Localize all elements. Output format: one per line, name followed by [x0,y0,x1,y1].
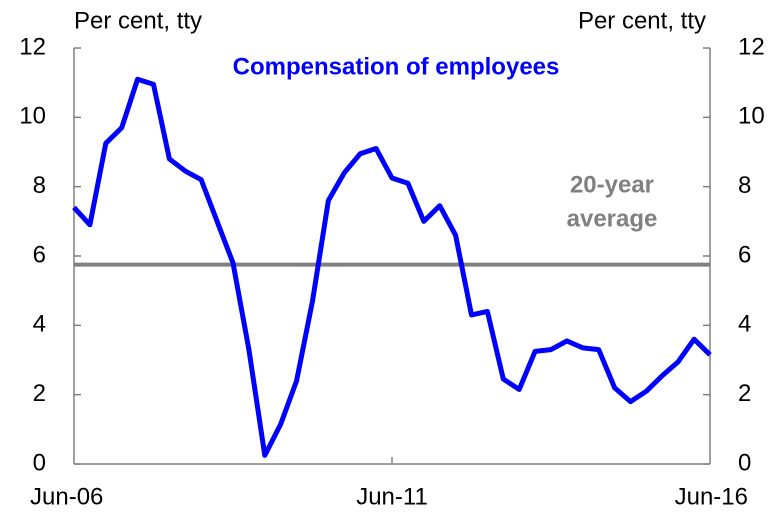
y2-tick-label: 8 [738,172,751,199]
y-tick-label: 8 [33,172,46,199]
chart-title: Compensation of employees [233,53,560,80]
y-unit-label: Per cent, tty [74,7,202,34]
y2-tick-label: 10 [738,103,765,130]
y-tick-label: 2 [33,380,46,407]
x-tick-label: Jun-16 [675,483,748,510]
y2-tick-label: 2 [738,380,751,407]
reference-label: 20-year [570,171,654,198]
y2-unit-label: Per cent, tty [578,7,706,34]
y2-tick-label: 12 [738,33,765,60]
reference-label: average [567,205,658,232]
y-tick-label: 6 [33,241,46,268]
y2-tick-label: 4 [738,311,751,338]
data-line [72,76,712,458]
y-tick-label: 12 [19,33,46,60]
x-tick-label: Jun-06 [30,483,103,510]
x-tick-label: Jun-11 [356,483,428,510]
y-tick-label: 4 [33,311,46,338]
y2-tick-label: 6 [738,241,751,268]
y2-tick-label: 0 [738,449,751,476]
y-tick-label: 0 [33,449,46,476]
y-tick-label: 10 [19,103,46,130]
